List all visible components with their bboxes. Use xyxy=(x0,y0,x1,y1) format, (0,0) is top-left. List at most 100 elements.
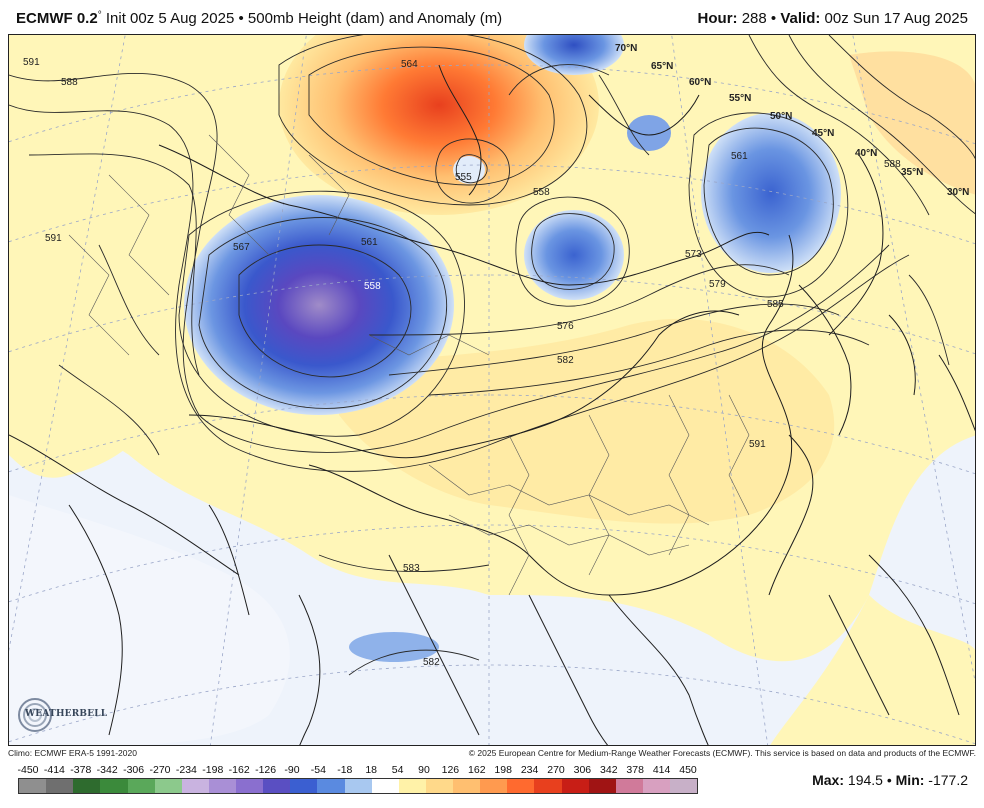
admin-boundaries xyxy=(68,134,750,596)
contour-label: 555 xyxy=(455,172,472,183)
legend-tick-label: 342 xyxy=(600,764,618,776)
legend-tick-label: 270 xyxy=(547,764,565,776)
legend-swatch xyxy=(670,779,698,793)
negative-anomaly-india xyxy=(349,632,439,662)
contour-label: 582 xyxy=(557,355,574,366)
map-canvas: 591 588 564 555 558 561 576 582 579 585 … xyxy=(9,35,975,745)
legend-tick-label: -162 xyxy=(228,764,250,776)
valid-separator: • xyxy=(770,10,777,27)
contour-label: 561 xyxy=(361,237,378,248)
legend-swatch xyxy=(290,779,318,793)
lat-label-60n: 60°N xyxy=(689,77,711,88)
anomaly-legend: -450 -414 -378 -342 -306 -270 -234 -198 -162 -126… xyxy=(17,763,698,795)
lat-label-40n: 40°N xyxy=(855,148,877,159)
legend-tick-label: -342 xyxy=(96,764,118,776)
hour-value: 288 xyxy=(741,10,767,27)
positive-anomaly-west xyxy=(9,215,165,478)
legend-tick-label: -198 xyxy=(202,764,224,776)
map-title: ECMWF 0.2° Init 00z 5 Aug 2025 • 500mb H… xyxy=(16,10,502,27)
graticule xyxy=(9,35,975,745)
legend-tick-label: -54 xyxy=(310,764,326,776)
negative-anomaly-kazakhstan xyxy=(184,195,454,415)
legend-tick-label: -306 xyxy=(123,764,145,776)
lat-label-70n: 70°N xyxy=(615,43,637,54)
legend-swatch xyxy=(615,779,643,793)
contour-label: 591 xyxy=(749,439,766,450)
contour-label: 588 xyxy=(884,159,901,170)
legend-tick-label: 306 xyxy=(573,764,592,776)
contour-label: 573 xyxy=(685,249,702,260)
legend-swatch xyxy=(236,779,264,793)
legend-tick-label: 378 xyxy=(626,764,644,776)
legend-swatch xyxy=(73,779,101,793)
positive-anomaly-northeast xyxy=(849,51,975,195)
legend-tick-label: -234 xyxy=(175,764,197,776)
map-header: ECMWF 0.2° Init 00z 5 Aug 2025 • 500mb H… xyxy=(0,0,984,34)
contour-label: 591 xyxy=(23,57,40,68)
legend-swatch xyxy=(371,779,399,793)
init-time: Init 00z 5 Aug 2025 xyxy=(105,10,235,27)
positive-anomaly-southeast xyxy=(770,595,975,745)
valid-value: 00z Sun 17 Aug 2025 xyxy=(824,10,968,27)
hour-label: Hour: xyxy=(697,10,738,27)
max-label: Max: xyxy=(812,772,845,788)
contour-label: 576 xyxy=(557,321,574,332)
legend-swatch xyxy=(453,779,481,793)
height-contours xyxy=(9,35,975,676)
neutral-pocket xyxy=(453,156,485,184)
legend-tick-label: -414 xyxy=(43,764,65,776)
legend-swatch xyxy=(561,779,589,793)
legend-swatch xyxy=(480,779,508,793)
coastlines-borders xyxy=(9,64,975,745)
legend-tick-label: 90 xyxy=(418,764,430,776)
legend-swatch xyxy=(344,779,372,793)
negative-anomaly-small xyxy=(627,115,671,151)
legend-tick-label: 18 xyxy=(365,764,378,776)
contour-label: 567 xyxy=(233,242,250,253)
contour-label: 585 xyxy=(767,299,784,310)
min-label: Min: xyxy=(895,772,925,788)
legend-swatch xyxy=(127,779,155,793)
stats-separator: • xyxy=(886,772,892,788)
positive-anomaly-siberia xyxy=(279,35,599,215)
negative-anomaly-mongolia xyxy=(524,210,624,300)
legend-tick-label: -378 xyxy=(70,764,92,776)
contour-label: 564 xyxy=(401,59,418,70)
neutral-southwest xyxy=(9,495,290,745)
legend-colorbar xyxy=(18,778,698,794)
legend-swatch xyxy=(19,779,47,793)
legend-swatch xyxy=(263,779,291,793)
contour-label: 558 xyxy=(364,281,381,292)
legend-tick-label: -126 xyxy=(255,764,277,776)
climo-note: Climo: ECMWF ERA-5 1991-2020 xyxy=(8,748,137,758)
max-min-stats: Max: 194.5 • Min: -177.2 xyxy=(812,772,968,788)
lat-label-50n: 50°N xyxy=(770,111,792,122)
legend-tick-label: -90 xyxy=(284,764,300,776)
lat-label-55n: 55°N xyxy=(729,93,751,104)
legend-tick-label: -450 xyxy=(17,764,39,776)
lat-label-65n: 65°N xyxy=(651,61,673,72)
legend-swatch xyxy=(46,779,74,793)
legend-tick-label: 162 xyxy=(468,764,486,776)
legend-tick-label: 234 xyxy=(520,764,539,776)
contour-label: 579 xyxy=(709,279,726,290)
legend-tick-label: -18 xyxy=(337,764,353,776)
legend-tick-label: 414 xyxy=(652,764,671,776)
valid-label: Valid: xyxy=(780,10,821,27)
legend-swatch xyxy=(425,779,453,793)
legend-swatch xyxy=(154,779,182,793)
legend-swatch xyxy=(398,779,426,793)
legend-swatch xyxy=(642,779,670,793)
latitude-labels: 70°N 65°N 60°N 55°N 50°N 45°N 40°N 35°N … xyxy=(615,43,969,198)
logo-wordmark: WEATHERBELL xyxy=(25,709,108,719)
contour-label: 558 xyxy=(533,187,550,198)
legend-swatch xyxy=(534,779,562,793)
negative-anomaly-sea-of-japan xyxy=(701,113,841,273)
min-value: -177.2 xyxy=(928,772,968,788)
product-name: 500mb Height (dam) and Anomaly (m) xyxy=(247,10,503,27)
copyright-note: © 2025 European Centre for Medium-Range … xyxy=(468,748,976,758)
legend-swatch xyxy=(507,779,535,793)
contour-label: 561 xyxy=(731,151,748,162)
forecast-map: 591 588 564 555 558 561 576 582 579 585 … xyxy=(8,34,976,746)
legend-tick-label: 198 xyxy=(494,764,512,776)
